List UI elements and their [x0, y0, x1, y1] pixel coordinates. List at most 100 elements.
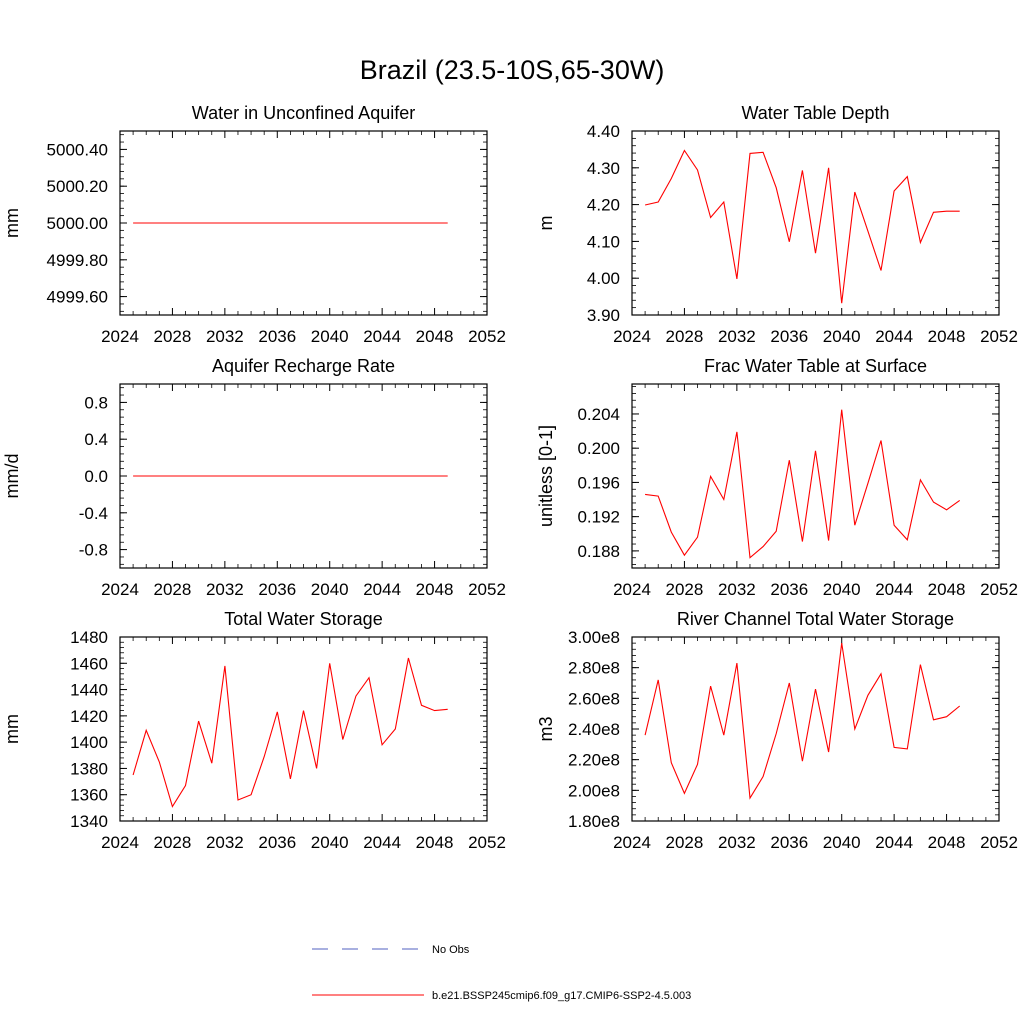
y-tick-label: 2.60e8: [568, 689, 620, 708]
y-tick-label: 1480: [70, 628, 108, 647]
chart-panel-5: River Channel Total Water Storage m3 2024 2…: [536, 609, 1018, 852]
x-tick-label: 2052: [980, 833, 1018, 852]
chart-panel-4: Total Water Storage mm 2024 2028 2032 2036 204…: [2, 609, 506, 852]
x-tick-label: 2040: [823, 327, 861, 346]
x-tick-label: 2032: [206, 833, 244, 852]
y-axis-label: mm/d: [2, 454, 22, 499]
y-tick-label: -0.8: [79, 541, 108, 560]
x-tick-label: 2040: [311, 327, 349, 346]
series-line: [644, 149, 960, 304]
y-axis-label: m: [536, 216, 556, 231]
x-tick-label: 2036: [258, 580, 296, 599]
x-tick-label: 2052: [468, 327, 506, 346]
x-tick-label: 2024: [613, 327, 651, 346]
x-tick-label: 2048: [416, 327, 454, 346]
y-tick-label: 4999.80: [47, 251, 108, 270]
chart-panel-2: Aquifer Recharge Rate mm/d 2024 2028 2032 203…: [2, 356, 506, 599]
x-tick-label: 2032: [206, 580, 244, 599]
x-tick-label: 2044: [363, 833, 401, 852]
x-tick-label: 2024: [101, 580, 139, 599]
y-tick-label: 2.80e8: [568, 659, 620, 678]
x-tick-label: 2028: [666, 327, 704, 346]
series-line: [644, 643, 961, 800]
legend: No Obs b.e21.BSSP245cmip6.f09_g17.CMIP6-S…: [312, 944, 691, 1002]
x-tick-label: 2044: [875, 580, 913, 599]
panel-title: Aquifer Recharge Rate: [212, 356, 395, 376]
y-tick-label: 3.90: [587, 306, 620, 325]
x-tick-label: 2044: [363, 580, 401, 599]
y-tick-label: 1.80e8: [568, 812, 620, 831]
y-tick-label: 5000.00: [47, 214, 108, 233]
x-tick-label: 2024: [101, 833, 139, 852]
figure-title: Brazil (23.5-10S,65-30W): [359, 55, 665, 85]
y-tick-label: 0.204: [577, 405, 620, 424]
y-tick-label: 1460: [70, 654, 108, 673]
x-tick-label: 2032: [718, 327, 756, 346]
x-tick-label: 2044: [875, 327, 913, 346]
x-tick-label: 2028: [154, 833, 192, 852]
y-axis-label: mm: [2, 714, 22, 744]
x-tick-label: 2048: [928, 580, 966, 599]
legend-label-obs: No Obs: [432, 944, 470, 956]
y-tick-label: 4.40: [587, 122, 620, 141]
y-tick-label: 2.00e8: [568, 781, 620, 800]
y-axis-label: unitless [0-1]: [536, 425, 556, 527]
x-tick-label: 2028: [154, 327, 192, 346]
y-tick-label: 0.196: [577, 473, 620, 492]
x-tick-label: 2028: [154, 580, 192, 599]
x-tick-label: 2052: [980, 327, 1018, 346]
x-tick-label: 2024: [613, 833, 651, 852]
x-tick-label: 2040: [311, 833, 349, 852]
y-tick-label: 0.4: [84, 430, 108, 449]
x-tick-label: 2036: [770, 580, 808, 599]
x-tick-label: 2048: [928, 327, 966, 346]
x-tick-label: 2048: [928, 833, 966, 852]
y-tick-label: 1340: [70, 812, 108, 831]
x-tick-label: 2024: [101, 327, 139, 346]
chart-panel-1: Water Table Depth m 2024 2028 2032 2036 2040 20…: [536, 103, 1018, 346]
x-tick-label: 2032: [718, 580, 756, 599]
x-tick-label: 2044: [875, 833, 913, 852]
y-tick-label: 4.20: [587, 196, 620, 215]
plot-frame: [631, 636, 1000, 822]
y-tick-label: 4.10: [587, 232, 620, 251]
y-tick-label: 4.30: [587, 159, 620, 178]
x-tick-label: 2048: [416, 580, 454, 599]
plot-frame: [631, 383, 1000, 569]
series-line: [132, 657, 448, 808]
y-tick-label: 1440: [70, 681, 108, 700]
y-tick-label: 0.0: [84, 467, 108, 486]
chart-panel-3: Frac Water Table at Surface unitless [0-1…: [536, 356, 1018, 599]
x-tick-label: 2052: [468, 833, 506, 852]
x-tick-label: 2036: [258, 833, 296, 852]
x-tick-label: 2032: [206, 327, 244, 346]
y-tick-label: 1380: [70, 759, 108, 778]
y-tick-label: 2.20e8: [568, 751, 620, 770]
chart-panel-0: Water in Unconfined Aquifer mm 2024 2028 203…: [2, 103, 506, 346]
y-tick-label: 0.200: [577, 439, 620, 458]
x-tick-label: 2040: [823, 833, 861, 852]
y-tick-label: 1420: [70, 707, 108, 726]
y-tick-label: 5000.40: [47, 140, 108, 159]
y-tick-label: 0.188: [577, 542, 620, 561]
y-axis-label: mm: [2, 208, 22, 238]
y-tick-label: 1360: [70, 786, 108, 805]
panel-title: Total Water Storage: [224, 609, 382, 629]
x-tick-label: 2036: [770, 327, 808, 346]
x-tick-label: 2028: [666, 580, 704, 599]
y-tick-label: 5000.20: [47, 177, 108, 196]
plot-frame: [119, 636, 488, 822]
y-tick-label: 4999.60: [47, 288, 108, 307]
y-tick-label: 4.00: [587, 269, 620, 288]
x-tick-label: 2052: [980, 580, 1018, 599]
x-tick-label: 2044: [363, 327, 401, 346]
y-tick-label: -0.4: [79, 504, 108, 523]
x-tick-label: 2040: [311, 580, 349, 599]
y-axis-label: m3: [536, 716, 556, 741]
y-tick-label: 2.40e8: [568, 720, 620, 739]
x-tick-label: 2024: [613, 580, 651, 599]
x-tick-label: 2028: [666, 833, 704, 852]
y-tick-label: 3.00e8: [568, 628, 620, 647]
series-line: [645, 409, 961, 559]
